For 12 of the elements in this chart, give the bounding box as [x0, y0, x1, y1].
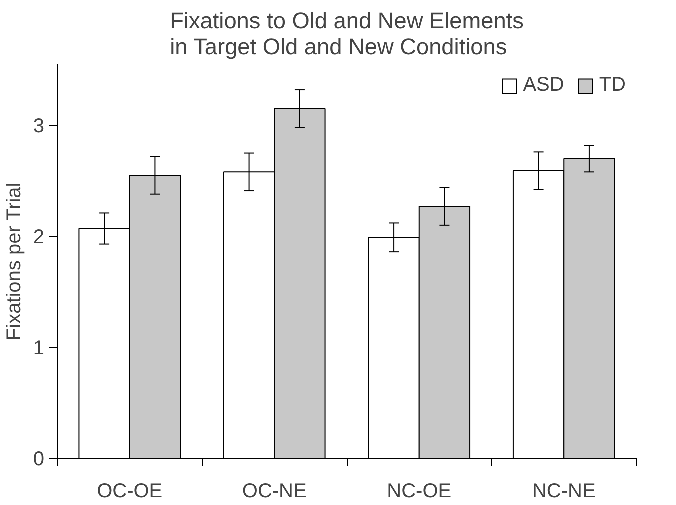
y-tick-label: 1: [33, 338, 44, 360]
chart-title: Fixations to Old and New Elements in Target Old and New Conditions: [170, 8, 524, 60]
x-tick-label: NC-OE: [387, 480, 452, 502]
x-tick-label: OC-NE: [242, 480, 307, 502]
y-tick-label: 3: [33, 116, 44, 138]
x-tick-label: OC-OE: [97, 480, 163, 502]
y-tick-label: 0: [33, 448, 44, 470]
x-tick-label: NC-NE: [532, 480, 596, 502]
y-tick-label: 2: [33, 226, 44, 249]
legend-label: TD: [599, 74, 626, 97]
y-axis-title: Fixations per Trial: [3, 182, 26, 341]
legend-label: ASD: [523, 74, 564, 97]
